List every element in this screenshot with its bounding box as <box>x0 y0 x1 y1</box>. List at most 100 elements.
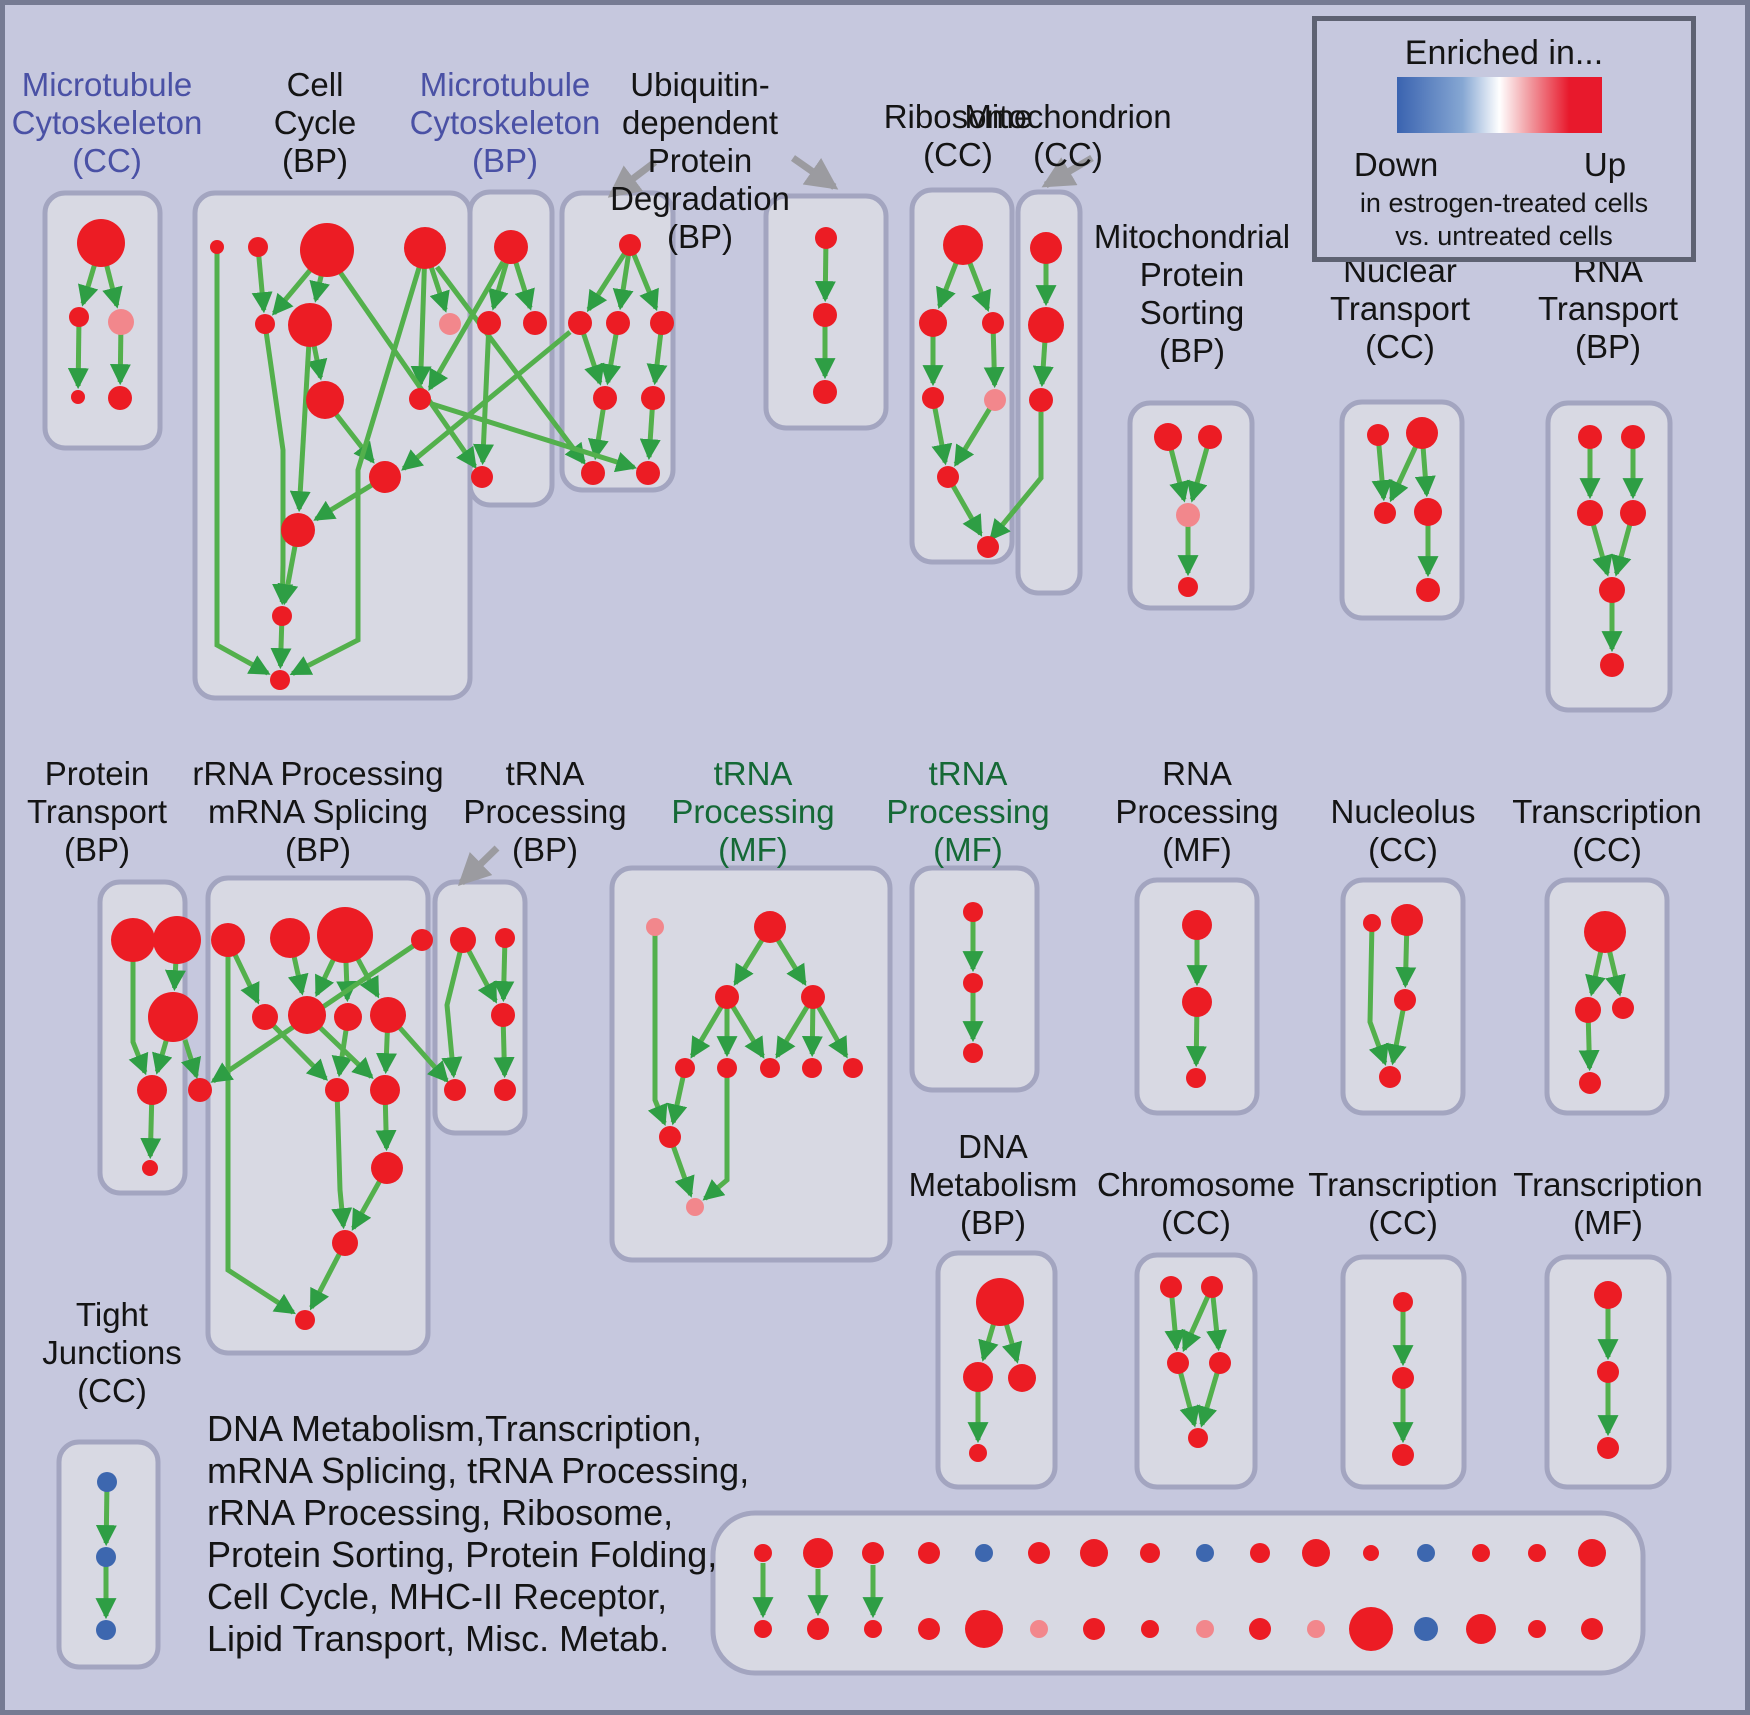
node <box>491 1003 515 1027</box>
band-node-top <box>918 1542 940 1564</box>
legend-title: Enriched in... <box>1404 34 1604 72</box>
node <box>137 1075 167 1105</box>
node <box>606 311 630 335</box>
node <box>969 1444 987 1462</box>
cluster-box-ubiquitin-degradation-bp <box>559 190 676 493</box>
cross-edge <box>989 412 1044 541</box>
node <box>659 1126 681 1148</box>
node <box>404 227 446 269</box>
band-node-bottom <box>1414 1617 1438 1641</box>
node <box>409 388 431 410</box>
node <box>1201 1276 1223 1298</box>
node <box>1612 997 1634 1019</box>
node <box>963 1043 983 1063</box>
node <box>843 1058 863 1078</box>
legend-gradient-bar <box>1397 77 1602 133</box>
node <box>300 223 354 277</box>
node <box>754 911 786 943</box>
node <box>1186 1068 1206 1088</box>
node <box>922 387 944 409</box>
node <box>248 237 268 257</box>
band-node-bottom <box>918 1618 940 1640</box>
band-node-top <box>1472 1544 1490 1562</box>
band-node-top <box>1196 1544 1214 1562</box>
node <box>943 225 983 265</box>
edge <box>493 937 515 1003</box>
edge <box>410 247 432 388</box>
node <box>963 973 983 993</box>
band-node-top <box>862 1542 884 1564</box>
edge <box>214 247 271 676</box>
band-node-top <box>1250 1543 1270 1563</box>
node <box>1578 425 1602 449</box>
node <box>641 386 665 410</box>
node <box>270 918 310 958</box>
edge <box>1367 922 1389 1066</box>
band-node-bottom <box>1141 1620 1159 1638</box>
node <box>963 902 983 922</box>
band-node-bottom <box>807 1618 829 1640</box>
callout-arrow <box>607 159 658 198</box>
node <box>1209 1352 1231 1374</box>
node <box>142 1160 158 1176</box>
node <box>1176 503 1200 527</box>
band-node-bottom <box>1030 1620 1048 1638</box>
edge <box>67 316 89 390</box>
node <box>411 929 433 951</box>
band-node-bottom <box>864 1620 882 1638</box>
node <box>523 311 547 335</box>
node <box>1584 911 1626 953</box>
node <box>1597 1361 1619 1383</box>
node <box>1392 1444 1414 1466</box>
node <box>977 536 999 558</box>
node <box>108 386 132 410</box>
bottom-band-box <box>710 1510 1646 1676</box>
band-node-bottom <box>1196 1620 1214 1638</box>
node <box>1575 997 1601 1023</box>
band-node-bottom <box>1466 1614 1496 1644</box>
band-node-bottom <box>1528 1620 1546 1638</box>
node <box>1367 424 1389 446</box>
node <box>210 240 224 254</box>
node <box>1178 577 1198 597</box>
node <box>646 918 664 936</box>
node <box>1182 987 1212 1017</box>
node <box>252 1004 278 1030</box>
node <box>1154 423 1182 451</box>
node <box>288 303 332 347</box>
band-node-bottom <box>1307 1620 1325 1638</box>
node <box>494 230 528 264</box>
annotation-text: DNA Metabolism,Transcription, mRNA Splic… <box>207 1408 750 1659</box>
node <box>675 1058 695 1078</box>
node <box>1160 1276 1182 1298</box>
node <box>1406 417 1438 449</box>
cross-edge <box>181 1039 202 1080</box>
node <box>686 1198 704 1216</box>
node <box>976 1278 1024 1326</box>
node <box>317 907 373 963</box>
node <box>1600 653 1624 677</box>
cross-edge <box>435 265 586 465</box>
node <box>306 381 344 419</box>
node <box>1393 1292 1413 1312</box>
node <box>1597 1437 1619 1459</box>
cross-edge <box>337 270 477 469</box>
band-node-top <box>1140 1543 1160 1563</box>
node <box>760 1058 780 1078</box>
node <box>96 1547 116 1567</box>
node <box>619 234 641 256</box>
node <box>815 227 837 249</box>
node <box>188 1078 212 1102</box>
node <box>636 461 660 485</box>
node <box>650 311 674 335</box>
node <box>111 918 155 962</box>
band-node-top <box>1080 1539 1108 1567</box>
band-node-top <box>803 1538 833 1568</box>
legend-subtitle: in estrogen-treated cells vs. untreated … <box>1359 188 1649 251</box>
node <box>270 670 290 690</box>
edge <box>331 1089 353 1230</box>
node <box>255 314 275 334</box>
legend-down-label: Down <box>1353 146 1439 183</box>
edge <box>953 398 998 467</box>
node <box>1379 1066 1401 1088</box>
